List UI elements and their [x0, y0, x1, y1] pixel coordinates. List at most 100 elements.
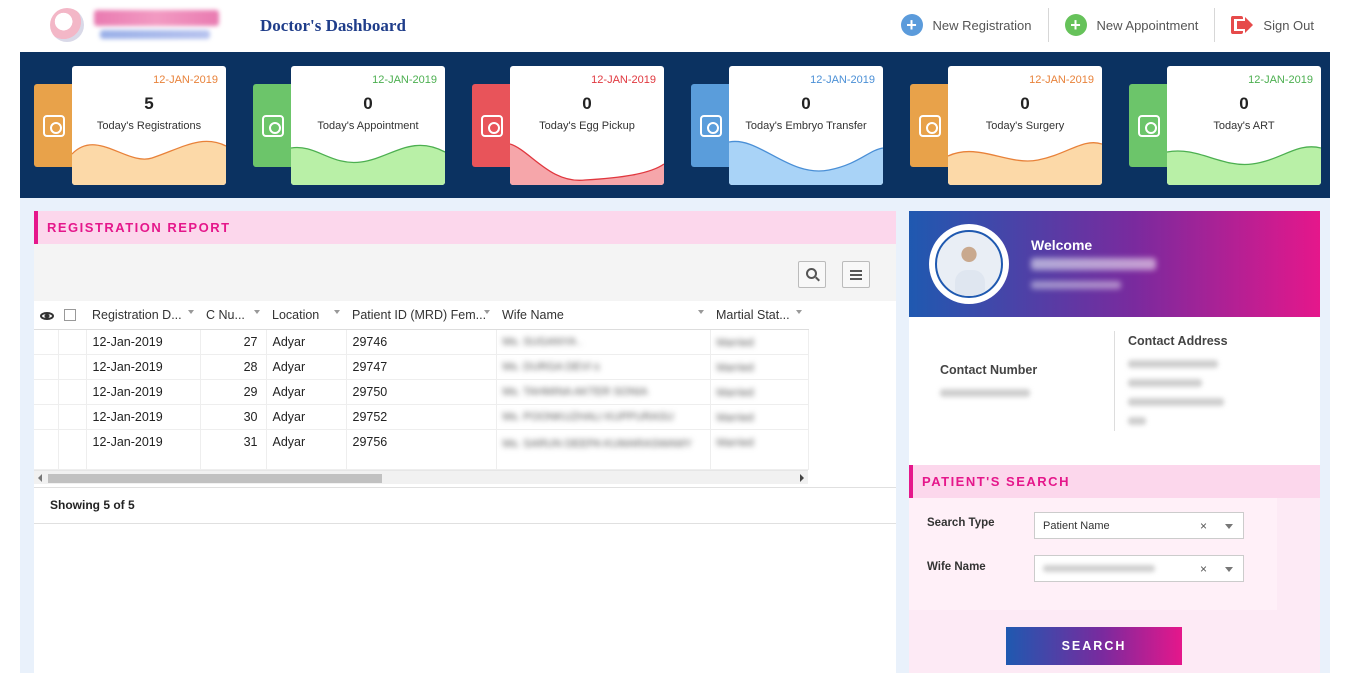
stat-card[interactable]: 12-JAN-2019 0 Today's Surgery [910, 66, 1102, 185]
row-checkbox-cell[interactable] [58, 379, 87, 405]
cell-registration-date: 12-Jan-2019 [86, 429, 201, 470]
stat-label: Today's Surgery [985, 120, 1065, 132]
scroll-right-arrow-icon[interactable] [800, 473, 804, 482]
stat-label: Today's Embryo Transfer [745, 120, 867, 132]
cell-patient-id: 29752 [346, 404, 497, 430]
new-appointment-label: New Appointment [1096, 17, 1199, 33]
doctor-photo [935, 230, 1003, 298]
patient-search-panel: PATIENT'S SEARCH Search Type Patient Nam… [909, 465, 1320, 673]
clinic-logo[interactable] [50, 6, 220, 44]
stat-card[interactable]: 12-JAN-2019 0 Today's Appointment [253, 66, 445, 185]
logo-text [94, 10, 219, 26]
row-visibility-cell[interactable] [34, 354, 59, 380]
column-header-marital-status[interactable]: Martial Stat... [710, 301, 808, 330]
row-checkbox-cell[interactable] [58, 404, 87, 430]
top-navigation: + New Registration + New Appointment Sig… [885, 8, 1331, 42]
stat-card[interactable]: 12-JAN-2019 0 Today's ART [1129, 66, 1321, 185]
row-visibility-cell[interactable] [34, 329, 59, 355]
stat-card-body: 12-JAN-2019 0 Today's Egg Pickup [510, 66, 664, 185]
row-checkbox-cell[interactable] [58, 329, 87, 355]
new-registration-label: New Registration [932, 17, 1032, 33]
menu-button[interactable] [842, 261, 870, 288]
contact-details: Contact Number Contact Address [909, 317, 1320, 451]
row-visibility-cell[interactable] [34, 429, 59, 470]
wife-name-select[interactable]: × [1034, 555, 1244, 582]
clear-icon[interactable]: × [1199, 519, 1207, 533]
stat-card[interactable]: 12-JAN-2019 0 Today's Embryo Transfer [691, 66, 883, 185]
chevron-down-icon[interactable] [1225, 567, 1233, 572]
cell-c-number: 28 [200, 354, 267, 380]
column-header-c-number[interactable]: C Nu... [200, 301, 266, 330]
clear-icon[interactable]: × [1199, 562, 1207, 576]
stat-card-body: 12-JAN-2019 0 Today's Surgery [948, 66, 1102, 185]
stat-card[interactable]: 12-JAN-2019 0 Today's Egg Pickup [472, 66, 664, 185]
table-row[interactable]: 12-Jan-2019 29 Adyar 29750 Ms. TAHMINA AKTER… [34, 379, 809, 405]
select-all-checkbox[interactable] [64, 309, 76, 322]
registration-report-panel: REGISTRATION REPORT Registration D... C … [34, 211, 896, 673]
cell-patient-id: 29746 [346, 329, 497, 355]
sort-icon [188, 310, 194, 314]
stat-value: 0 [1020, 94, 1030, 113]
sign-out-label: Sign Out [1263, 17, 1314, 33]
row-checkbox-cell[interactable] [58, 429, 87, 470]
cell-registration-date: 12-Jan-2019 [86, 354, 201, 380]
select-all-checkbox-header[interactable] [58, 301, 86, 330]
new-registration-button[interactable]: + New Registration [885, 8, 1048, 42]
stat-wave [510, 143, 664, 185]
doctor-name-redacted [1031, 258, 1156, 270]
plus-circle-icon: + [900, 14, 923, 36]
column-header-wife-name[interactable]: Wife Name [496, 301, 710, 330]
cell-registration-date: 12-Jan-2019 [86, 329, 201, 355]
row-visibility-cell[interactable] [34, 379, 59, 405]
visibility-column-header[interactable] [34, 301, 58, 330]
stat-label: Today's Registrations [96, 120, 202, 132]
row-visibility-cell[interactable] [34, 404, 59, 430]
stat-value: 0 [582, 94, 592, 113]
table-row[interactable]: 12-Jan-2019 30 Adyar 29752 Ms. POONKUZHALI K… [34, 404, 809, 430]
cell-marital-status: Married [710, 354, 809, 380]
report-toolbar [34, 244, 896, 301]
sign-out-button[interactable]: Sign Out [1214, 8, 1330, 42]
sign-out-icon [1231, 15, 1254, 35]
search-type-select[interactable]: Patient Name × [1034, 512, 1244, 539]
stat-wave [1167, 146, 1321, 185]
search-submit-button[interactable]: SEARCH [1006, 627, 1182, 665]
table-row[interactable]: 12-Jan-2019 27 Adyar 29746 Ms. SUGANYA . Marr… [34, 329, 809, 355]
column-header-patient-id[interactable]: Patient ID (MRD) Fem... [346, 301, 496, 330]
contact-number-label: Contact Number [940, 363, 1038, 377]
cell-registration-date: 12-Jan-2019 [86, 404, 201, 430]
scroll-left-arrow-icon[interactable] [38, 473, 42, 482]
wife-name-label: Wife Name [927, 561, 986, 573]
table-footer: Showing 5 of 5 [34, 486, 896, 524]
row-checkbox-cell[interactable] [58, 354, 87, 380]
search-button[interactable] [798, 261, 826, 288]
surgery-icon [919, 114, 941, 137]
cell-patient-id: 29756 [346, 429, 497, 470]
horizontal-scrollbar[interactable] [34, 469, 808, 484]
stat-card-body: 12-JAN-2019 0 Today's ART [1167, 66, 1321, 185]
table-header-row: Registration D... C Nu... Location Patie… [34, 301, 808, 330]
column-header-registration-date[interactable]: Registration D... [86, 301, 200, 330]
contact-address-label: Contact Address [1128, 334, 1228, 348]
page-title: Doctor's Dashboard [260, 16, 406, 35]
stat-card[interactable]: 12-JAN-2019 5 Today's Registrations [34, 66, 226, 185]
search-icon [805, 268, 817, 279]
registration-table: Registration D... C Nu... Location Patie… [34, 301, 809, 470]
cell-patient-id: 29750 [346, 379, 497, 405]
scrollbar-thumb[interactable] [48, 473, 382, 483]
table-row[interactable]: 12-Jan-2019 31 Adyar 29756 Ms. SARUN DEEPA K… [34, 429, 809, 470]
header: Doctor's Dashboard + New Registration + … [20, 0, 1330, 52]
page-background [1320, 198, 1330, 673]
cell-wife-name: Ms. POONKUZHALI KUPPURASU [496, 404, 711, 430]
chevron-down-icon[interactable] [1225, 524, 1233, 529]
appointment-icon [262, 114, 284, 137]
stat-card-body: 12-JAN-2019 0 Today's Appointment [291, 66, 445, 185]
stat-date: 12-JAN-2019 [591, 74, 656, 86]
stat-value: 0 [801, 94, 811, 113]
column-header-location[interactable]: Location [266, 301, 346, 330]
doctor-icon [43, 114, 65, 137]
cell-wife-name: Ms. SARUN DEEPA KUMARASWAMY [496, 429, 711, 470]
new-appointment-button[interactable]: + New Appointment [1047, 8, 1215, 42]
stat-date: 12-JAN-2019 [372, 74, 437, 86]
